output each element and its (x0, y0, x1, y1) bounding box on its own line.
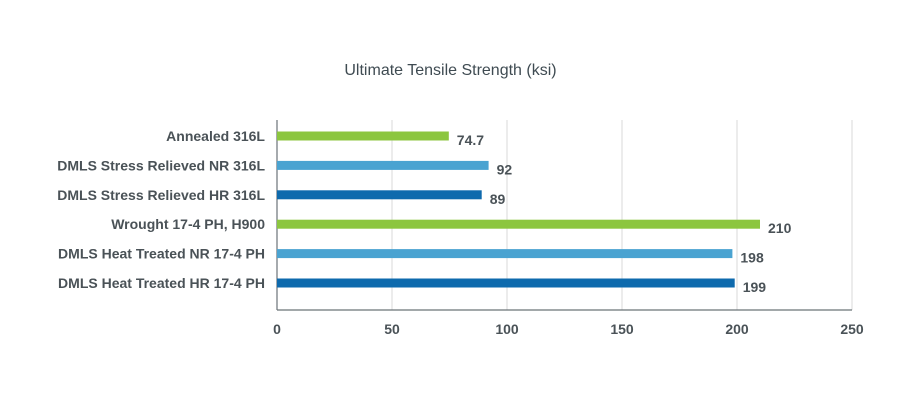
bar (277, 190, 482, 200)
bar (277, 278, 735, 288)
bar (277, 131, 449, 141)
category-label: DMLS Heat Treated NR 17-4 PH (58, 246, 265, 262)
data-label: 89 (490, 191, 506, 207)
x-tick-label: 150 (610, 321, 634, 337)
category-label: Wrought 17-4 PH, H900 (111, 216, 265, 232)
category-label: DMLS Stress Relieved HR 316L (57, 187, 265, 203)
category-label: DMLS Heat Treated HR 17-4 PH (58, 275, 265, 291)
bar (277, 249, 733, 259)
data-label: 92 (497, 161, 513, 177)
x-tick-label: 100 (495, 321, 519, 337)
bar (277, 219, 760, 229)
x-tick-label: 250 (840, 321, 864, 337)
x-tick-label: 200 (725, 321, 749, 337)
bar (277, 160, 489, 170)
category-label: DMLS Stress Relieved NR 316L (57, 157, 265, 173)
data-label: 198 (740, 250, 764, 266)
category-label: Annealed 316L (166, 128, 265, 144)
x-tick-label: 0 (273, 321, 281, 337)
x-tick-label: 50 (384, 321, 400, 337)
data-label: 74.7 (457, 132, 484, 148)
data-label: 210 (768, 220, 792, 236)
data-label: 199 (743, 279, 767, 295)
chart-title: Ultimate Tensile Strength (ksi) (344, 62, 557, 79)
